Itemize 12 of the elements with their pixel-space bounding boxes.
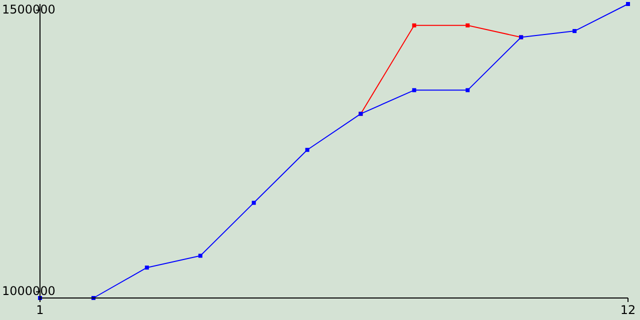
point <box>626 2 630 6</box>
x-tick-label: 1 <box>36 303 44 317</box>
point <box>198 254 202 258</box>
point <box>412 88 416 92</box>
point <box>466 23 470 28</box>
point <box>144 266 149 270</box>
point <box>305 148 310 152</box>
point <box>412 23 416 28</box>
x-tick-label: 12 <box>620 303 636 317</box>
point <box>466 88 470 92</box>
point <box>252 200 256 205</box>
point <box>572 29 577 34</box>
